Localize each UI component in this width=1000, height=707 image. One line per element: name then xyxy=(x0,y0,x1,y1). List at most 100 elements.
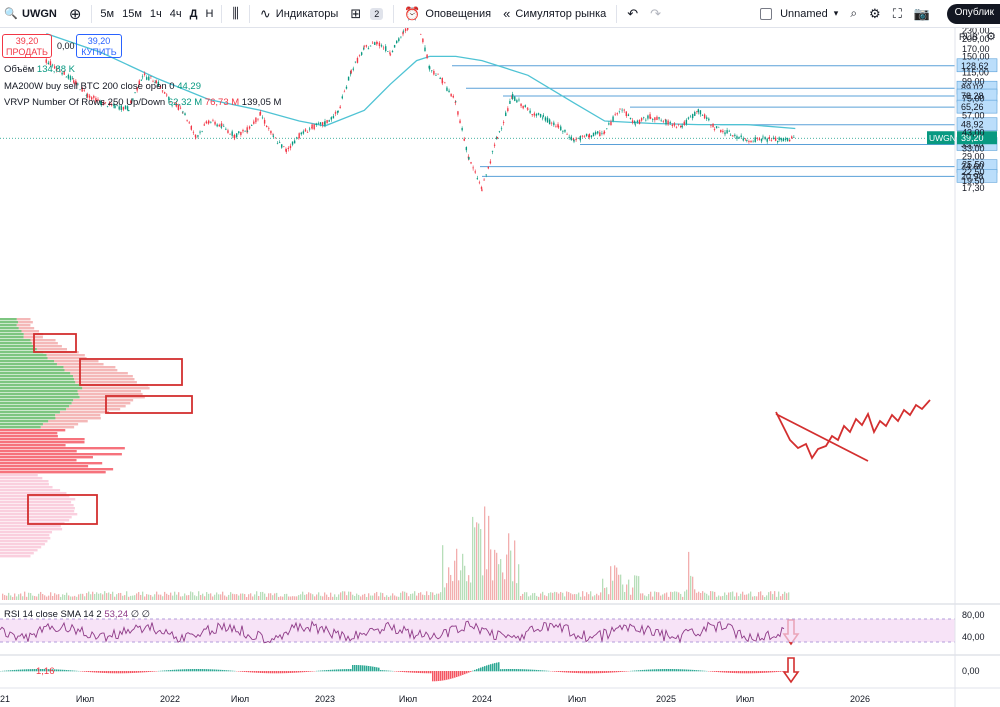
ao-bar xyxy=(232,670,234,672)
ao-bar xyxy=(598,671,600,674)
ao-bar xyxy=(700,670,702,672)
volume-bar xyxy=(722,595,724,600)
ao-bar xyxy=(172,669,174,672)
price-level-lines[interactable]: 362,16301,32128,6289,0278,2865,2648,9235… xyxy=(0,28,998,183)
vrvp-legend[interactable]: VRVP Number Of Rows 250 Up/Down 62,32 M … xyxy=(4,97,281,108)
ao-bar xyxy=(192,669,194,672)
ao-bar xyxy=(562,671,564,673)
candle-body xyxy=(481,189,483,191)
candle-body xyxy=(437,73,439,75)
sell-button[interactable]: 39,20 ПРОДАТЬ xyxy=(2,34,52,58)
volume-bar xyxy=(174,591,176,600)
volume-bar xyxy=(552,592,554,600)
ao-bar xyxy=(564,671,566,673)
symbol-search[interactable]: UWGN xyxy=(0,0,63,28)
volume-bar xyxy=(744,594,746,600)
volume-bar xyxy=(130,595,132,600)
ao-bar xyxy=(474,669,476,672)
price-tick-label-2: 200,00 xyxy=(962,34,990,44)
ao-legend[interactable]: 1,16 xyxy=(36,666,55,677)
candle-body xyxy=(324,121,326,126)
candle-body xyxy=(81,87,83,92)
ao-bar xyxy=(252,671,254,673)
volume-bar xyxy=(102,594,104,600)
price-axis[interactable]: 260,00230,00200,00170,00150,00115,0099,0… xyxy=(954,28,990,707)
volume-bar xyxy=(182,596,184,600)
replay-button[interactable]: « Симулятор рынка xyxy=(497,0,612,28)
volume-profile-up-bar xyxy=(0,354,47,357)
ao-bar xyxy=(144,671,146,673)
volume-bar xyxy=(714,591,716,600)
redo-icon[interactable]: ↷ xyxy=(650,5,662,21)
ao-bar xyxy=(162,670,164,672)
camera-icon[interactable]: 📷 xyxy=(913,5,930,21)
layouts-button[interactable]: ⊞ 2 xyxy=(344,0,389,28)
volume-bar xyxy=(556,592,558,600)
volume-bar xyxy=(692,576,694,600)
volume-bar xyxy=(540,593,542,600)
volume-bar xyxy=(142,591,144,600)
candle-body xyxy=(718,126,720,128)
rsi-legend[interactable]: RSI 14 close SMA 14 2 53,24 ∅ ∅ xyxy=(4,609,150,620)
candle-body xyxy=(766,138,768,142)
price-chart[interactable]: 362,16301,32128,6289,0278,2865,2648,9235… xyxy=(0,28,1000,707)
quick-search-icon[interactable]: ⌕ xyxy=(850,6,858,20)
candle-body xyxy=(223,125,225,127)
alerts-button[interactable]: ⏰ Оповещения xyxy=(398,0,497,28)
ao-bar xyxy=(188,669,190,672)
candle-body xyxy=(420,34,422,35)
candle-body xyxy=(100,101,102,106)
axis-settings-icon[interactable]: ⚙ xyxy=(986,31,996,43)
timeframe-4h[interactable]: 4ч xyxy=(169,7,182,20)
volume-bar xyxy=(412,593,414,600)
fullscreen-icon[interactable]: ⛶ xyxy=(892,5,902,21)
volume-bar xyxy=(280,596,282,600)
layout-name-button[interactable]: Unnamed ▾ xyxy=(754,0,844,28)
red-annotations[interactable] xyxy=(27,333,931,684)
time-axis[interactable]: 21 Июл 2022 Июл 2023 Июл 2024 Июл 2025 Июл 2026 xyxy=(0,687,1000,704)
candle-body xyxy=(365,45,368,47)
candle-body xyxy=(97,99,99,101)
volume-legend[interactable]: Объём 134,88 K xyxy=(4,64,75,75)
ao-bar xyxy=(46,669,48,672)
ao-bar xyxy=(778,671,780,672)
plus-circle-icon[interactable]: ⊕ xyxy=(68,5,82,23)
volume-bar xyxy=(352,594,354,600)
volume-profile-down-bar xyxy=(0,447,125,450)
publish-button[interactable]: Опублик xyxy=(946,4,1000,24)
timeframe-5m[interactable]: 5м xyxy=(100,7,115,20)
volume-bar xyxy=(588,594,590,600)
currency-label[interactable]: RUB xyxy=(958,32,978,42)
volume-bar xyxy=(606,587,608,600)
gear-icon[interactable]: ⚙ xyxy=(869,5,881,21)
timeframe-1h[interactable]: 1ч xyxy=(149,7,162,20)
price-tick-label-6: 99,00 xyxy=(962,77,985,87)
ao-bar xyxy=(276,671,278,674)
volume-bar xyxy=(12,596,14,600)
undo-icon[interactable]: ↶ xyxy=(627,5,639,21)
candle-body xyxy=(470,162,472,164)
layout-checkbox[interactable] xyxy=(760,7,773,20)
timeframe-day[interactable]: Д xyxy=(189,7,198,20)
buy-button[interactable]: 39,20 КУПИТЬ xyxy=(76,34,122,58)
volume-bar xyxy=(642,593,644,600)
ao-tick-0: 0,00 xyxy=(962,666,980,676)
ao-bar xyxy=(746,671,748,674)
ma-legend[interactable]: MA200W buy sell BTC 200 close open 0 44,… xyxy=(4,81,201,92)
candle-body xyxy=(253,121,255,124)
volume-bar xyxy=(560,591,562,600)
candle-body xyxy=(681,125,683,128)
timeframe-week[interactable]: Н xyxy=(205,7,214,20)
volume-bar xyxy=(622,584,624,600)
volume-bar xyxy=(198,591,200,600)
volume-bar xyxy=(212,596,214,600)
ao-bar xyxy=(586,671,588,674)
volume-bar xyxy=(720,596,722,600)
candles-icon[interactable]: ⫼ xyxy=(232,5,239,21)
volume-bar xyxy=(660,595,662,600)
indicators-button[interactable]: ∿ Индикаторы xyxy=(254,0,344,28)
volume-bar xyxy=(272,595,274,600)
volume-bar xyxy=(428,595,430,600)
timeframe-15m[interactable]: 15м xyxy=(122,7,142,20)
ao-bar xyxy=(210,669,212,672)
